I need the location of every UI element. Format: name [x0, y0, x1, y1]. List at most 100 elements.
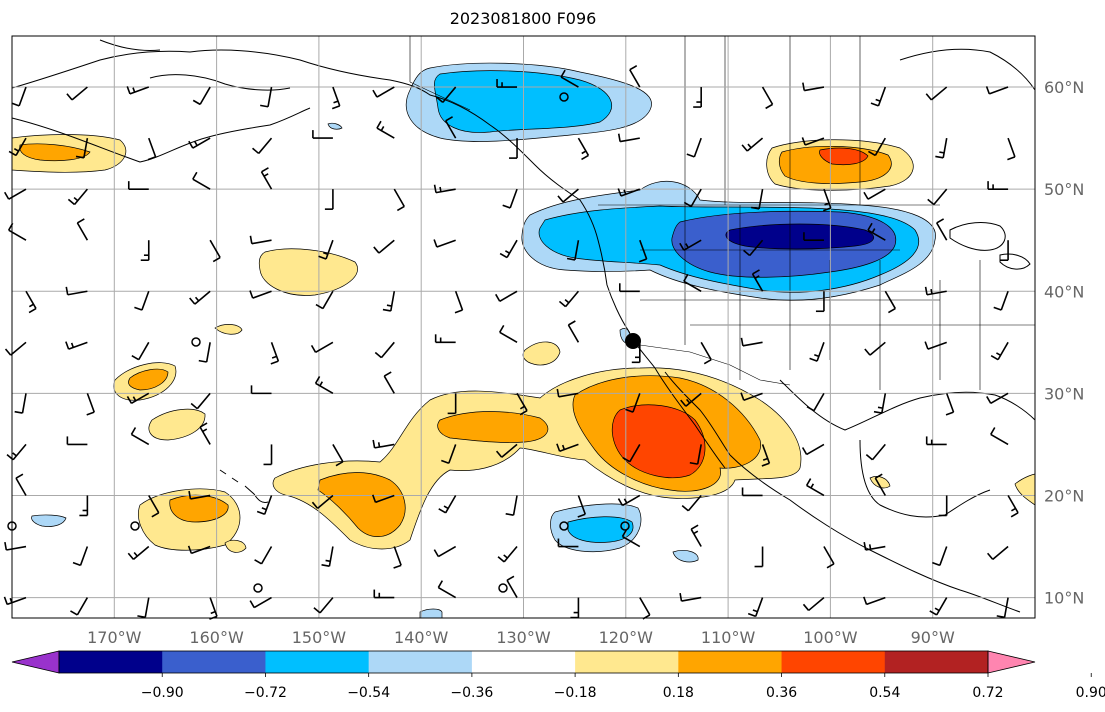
coastline-baja [654, 367, 731, 469]
wind-barb [803, 232, 824, 242]
latitude-labels: 10°N 20°N 30°N 40°N 50°N 60°N [1044, 78, 1084, 608]
wind-barb [256, 495, 273, 516]
calm-circle [130, 521, 140, 531]
wind-barb [936, 218, 948, 241]
wind-barb [556, 443, 579, 453]
wind-barb [741, 137, 764, 152]
wind-barb [79, 495, 89, 517]
wind-barb [130, 427, 150, 446]
positive-blob-midpac-4 [148, 408, 206, 441]
wind-barb [373, 589, 395, 599]
colorbar-tick-label: −0.18 [554, 685, 597, 701]
longitude-label: 100°W [803, 628, 858, 647]
wind-barb [312, 130, 333, 139]
political-borders [409, 36, 1035, 390]
wind-barb [1000, 240, 1009, 262]
wind-barb [867, 137, 887, 157]
wind-barb [638, 239, 648, 263]
wind-barb [505, 495, 518, 516]
wind-barb [199, 422, 211, 445]
wind-barb [986, 392, 1009, 405]
wind-barb [4, 541, 27, 551]
wind-barb [393, 546, 402, 569]
negative-blob-small-3 [419, 608, 443, 619]
wind-barb [371, 494, 395, 504]
wind-barb [929, 597, 948, 616]
wind-barb [188, 137, 211, 149]
wind-barb [65, 341, 88, 350]
wind-barb [15, 473, 27, 496]
wind-barb [433, 239, 456, 248]
wind-barb [75, 137, 89, 159]
wind-barb [66, 86, 88, 101]
wind-barb [689, 444, 702, 465]
wind-barb [376, 120, 395, 139]
wind-barb [990, 341, 1009, 361]
wind-barb [252, 137, 273, 155]
coastline-hawaii [219, 469, 269, 503]
wind-barb [127, 545, 150, 560]
wind-barb [815, 291, 825, 313]
colorbar-segment [781, 651, 886, 673]
wind-barb [567, 320, 580, 343]
colorbar-tick-label: −0.54 [347, 685, 390, 701]
wind-barb [621, 529, 641, 548]
wind-barb [270, 342, 280, 365]
map-frame [11, 35, 1036, 619]
wind-barb [740, 337, 763, 347]
wind-barb [499, 239, 518, 259]
wind-barb [629, 65, 641, 88]
negative-core-eastpac [567, 516, 634, 543]
wind-barb [932, 546, 948, 567]
wind-barb [393, 188, 405, 212]
wind-barb [822, 188, 832, 212]
wind-barb [148, 495, 160, 518]
calm-circle [559, 521, 569, 531]
longitude-label: 140°W [394, 628, 449, 647]
wind-barb [754, 546, 764, 568]
wind-barb [805, 478, 825, 497]
latitude-label: 40°N [1044, 282, 1084, 301]
wind-barb [751, 269, 764, 292]
wind-barb [249, 235, 272, 245]
wind-barb [495, 443, 518, 458]
negative-blob-small-2 [672, 550, 699, 563]
border-us-mexico [639, 344, 791, 386]
wind-barb [560, 69, 579, 88]
wind-barb [137, 597, 150, 619]
wind-barb [823, 546, 835, 569]
wind-barb [373, 239, 395, 254]
wind-barb [260, 167, 273, 190]
wind-barb [438, 495, 457, 514]
calm-circle [498, 583, 508, 593]
wind-barb [496, 79, 518, 88]
wind-barb [86, 393, 95, 416]
wind-barb [72, 546, 89, 567]
wind-barbs [3, 65, 1019, 620]
wind-barb [751, 189, 764, 210]
colorbar-tick-label: −0.90 [141, 685, 184, 701]
colorbar-segment [575, 651, 679, 673]
wind-barb [924, 286, 947, 296]
wind-barb [873, 393, 887, 414]
colorbar-segment [265, 651, 370, 673]
wind-barb [189, 290, 211, 305]
wind-barb [331, 86, 341, 110]
wind-barb [693, 87, 702, 108]
wind-barb [134, 290, 150, 311]
wind-barb [801, 443, 825, 456]
wind-barb [927, 188, 948, 206]
wind-barb [679, 239, 702, 251]
calm-circle [559, 92, 569, 102]
wind-barb [187, 545, 211, 555]
wind-barb [865, 443, 886, 461]
wind-barb [250, 385, 272, 395]
wind-barb [1007, 495, 1019, 518]
wind-barb [558, 290, 580, 308]
wind-barb [577, 137, 590, 161]
longitude-labels: 170°W 160°W 150°W 140°W 130°W 120°W 110°W 100°W… [87, 628, 955, 647]
wind-barb [188, 490, 211, 500]
longitude-label: 120°W [599, 628, 654, 647]
latitude-label: 30°N [1044, 384, 1084, 403]
wind-barb [681, 494, 702, 512]
